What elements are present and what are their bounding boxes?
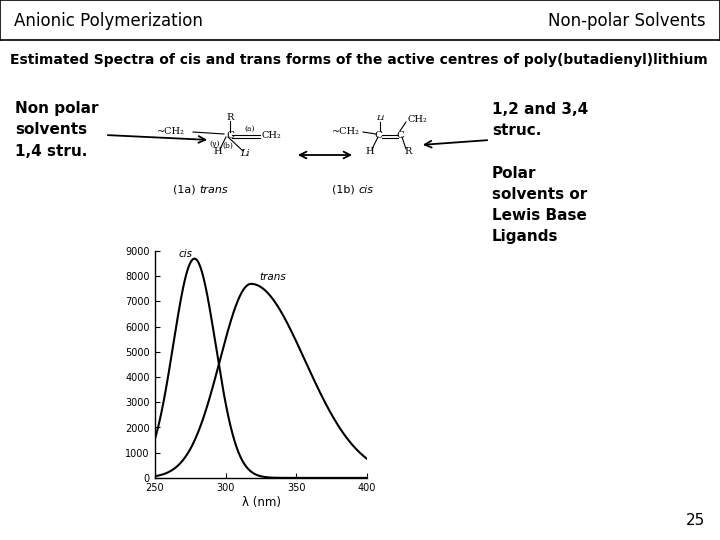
Text: Estimated Spectra of cis and trans forms of the active centres of poly(butadieny: Estimated Spectra of cis and trans forms… (10, 53, 708, 67)
Text: Li: Li (376, 114, 384, 122)
Text: CH₂: CH₂ (262, 131, 282, 139)
Text: R: R (226, 113, 234, 123)
Text: CH₂: CH₂ (408, 114, 428, 124)
Text: ~CH₂: ~CH₂ (332, 127, 360, 137)
Text: ~CH₂: ~CH₂ (157, 127, 185, 137)
Text: trans: trans (259, 272, 286, 282)
Text: cis: cis (179, 249, 193, 259)
Text: Non polar
solvents
1,4 stru.: Non polar solvents 1,4 stru. (15, 102, 99, 159)
Text: (1b): (1b) (332, 185, 358, 195)
Text: (1a): (1a) (173, 185, 199, 195)
Text: (a): (a) (245, 125, 256, 133)
Text: H: H (214, 147, 222, 157)
X-axis label: λ (nm): λ (nm) (241, 496, 281, 509)
Text: Anionic Polymerization: Anionic Polymerization (14, 12, 203, 30)
Text: Polar
solvents or
Lewis Base
Ligands: Polar solvents or Lewis Base Ligands (492, 166, 588, 244)
Text: Non-polar Solvents: Non-polar Solvents (548, 12, 706, 30)
Text: C: C (226, 131, 234, 139)
Text: 1,2 and 3,4
struc.: 1,2 and 3,4 struc. (492, 102, 588, 138)
Text: R: R (405, 147, 412, 157)
Text: (γ): (γ) (210, 140, 220, 148)
Text: trans: trans (199, 185, 228, 195)
Text: (b): (b) (222, 142, 233, 150)
Text: C: C (396, 131, 404, 139)
Text: Li: Li (240, 150, 250, 159)
Text: cis: cis (358, 185, 373, 195)
Text: C: C (374, 131, 382, 139)
Text: 25: 25 (685, 513, 705, 528)
Text: H: H (366, 147, 374, 157)
